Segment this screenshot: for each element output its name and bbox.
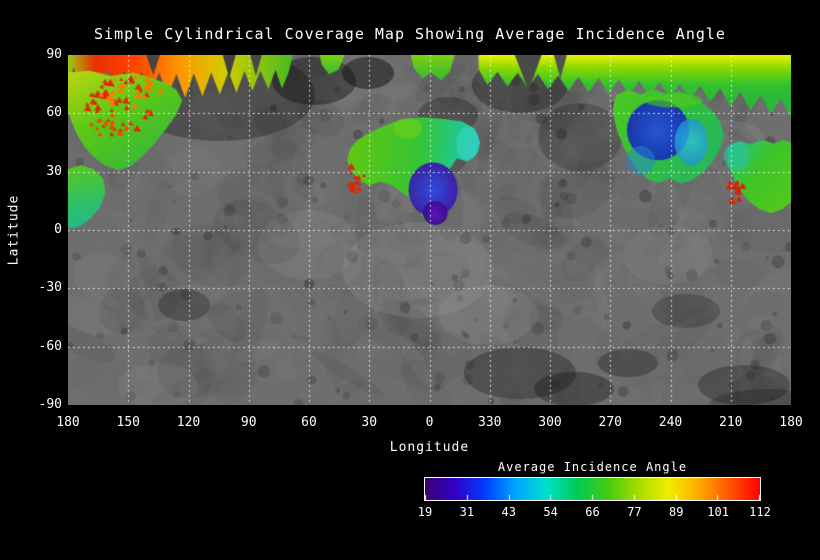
colorbar-tick-label: 43 [501,505,516,519]
x-tick-label: 330 [478,415,502,430]
y-tick-label: 30 [46,163,62,179]
colorbar-tick-label: 77 [627,505,642,519]
x-tick-label: 180 [779,415,803,430]
colorbar-tick-label: 101 [707,505,729,519]
colorbar-tick-label: 66 [585,505,600,519]
colorbar-tick-label: 31 [459,505,475,519]
figure-title: Simple Cylindrical Coverage Map Showing … [94,25,726,43]
x-axis-title: Longitude [389,440,470,455]
y-tick-label: 90 [46,47,62,62]
y-tick-label: -90 [38,397,62,412]
x-tick-label: 270 [598,415,622,430]
x-tick-label: 300 [538,415,562,430]
x-tick-label: 150 [116,415,140,430]
colorbar-tick-label: 19 [417,505,433,519]
y-tick-label: -30 [38,280,62,296]
x-tick-label: 240 [658,415,683,430]
x-tick-label: 60 [301,415,317,430]
x-tick-label: 0 [425,415,434,430]
colorbar-tick-label: 112 [749,505,771,519]
colorbar-title: Average Incidence Angle [497,460,688,474]
colorbar-tick-label: 89 [669,505,684,519]
y-tick-label: -60 [38,338,62,354]
x-tick-label: 120 [176,415,201,430]
coverage-map-canvas [68,55,791,405]
y-tick-label: 60 [46,105,62,121]
x-tick-label: 180 [56,415,80,430]
y-tick-label: 0 [54,222,62,237]
colorbar-canvas [424,477,761,501]
colorbar-tick-label: 54 [543,505,558,519]
x-tick-label: 90 [240,415,257,430]
x-tick-label: 210 [719,415,743,430]
x-tick-label: 30 [361,415,378,430]
